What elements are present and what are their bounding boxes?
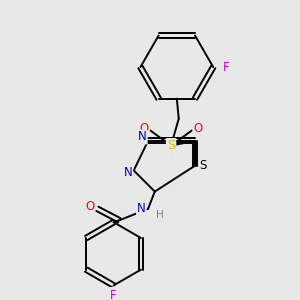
Text: F: F (223, 61, 230, 74)
Text: O: O (193, 122, 203, 135)
Text: N: N (138, 130, 147, 143)
Text: O: O (85, 200, 94, 213)
Text: N: N (137, 202, 146, 215)
Text: S: S (199, 159, 206, 172)
Text: O: O (140, 122, 149, 135)
Text: S: S (167, 139, 175, 152)
Text: F: F (110, 289, 117, 300)
Text: H: H (156, 209, 164, 220)
Text: N: N (124, 166, 132, 179)
